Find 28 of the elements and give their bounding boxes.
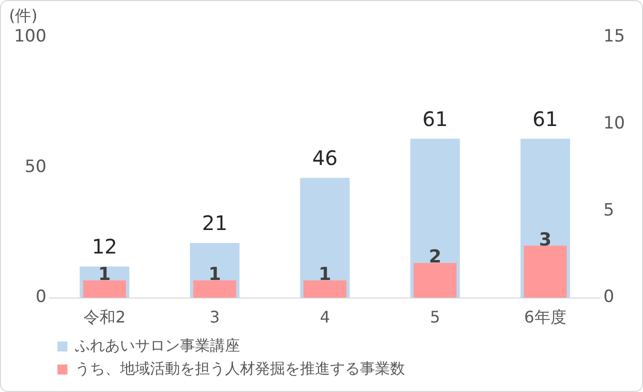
data-label: 46 bbox=[312, 146, 338, 170]
bar bbox=[414, 263, 457, 298]
bar bbox=[303, 280, 346, 298]
y-axis-title: (件) bbox=[9, 6, 38, 26]
data-label: 1 bbox=[318, 264, 332, 286]
legend-label: うち、地域活動を担う人材発掘を推進する事業数 bbox=[74, 359, 405, 378]
x-tick-label: 3 bbox=[210, 308, 220, 327]
y2-tick-label: 0 bbox=[603, 287, 614, 308]
data-label: 61 bbox=[532, 106, 558, 131]
data-label: 1 bbox=[208, 264, 221, 286]
x-tick-label: 5 bbox=[430, 308, 440, 327]
data-label: 3 bbox=[539, 229, 552, 250]
legend-label: ふれあいサロン事業講座 bbox=[74, 336, 240, 354]
data-label: 61 bbox=[422, 106, 448, 131]
data-label: 12 bbox=[92, 234, 118, 259]
y-tick-label: 100 bbox=[14, 26, 46, 46]
y-tick-label: 50 bbox=[24, 156, 46, 177]
bar bbox=[524, 246, 567, 298]
x-tick-label: 6年度 bbox=[524, 308, 566, 327]
data-label: 1 bbox=[98, 264, 111, 286]
data-label: 21 bbox=[202, 211, 228, 236]
y2-tick-label: 5 bbox=[603, 200, 614, 220]
y-tick-label: 0 bbox=[36, 287, 46, 308]
y2-tick-label: 15 bbox=[603, 26, 626, 46]
y2-tick-label: 10 bbox=[603, 113, 626, 134]
x-tick-label: 4 bbox=[320, 308, 330, 327]
x-tick-label: 令和2 bbox=[83, 308, 126, 327]
data-label: 2 bbox=[428, 246, 442, 268]
